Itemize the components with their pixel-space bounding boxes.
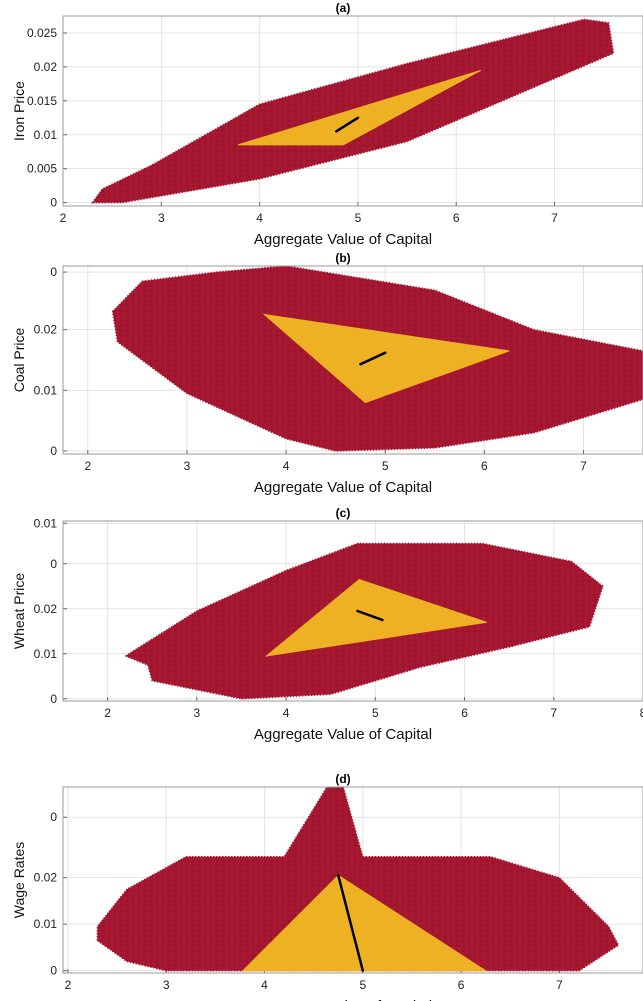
x-tick-label: 6 (481, 459, 488, 473)
y-tick-label: 0.02 (34, 871, 58, 885)
x-tick-label: 5 (355, 211, 362, 225)
x-tick-label: 7 (551, 211, 558, 225)
x-tick-label: 2 (60, 211, 67, 225)
panel-title: (c) (336, 506, 351, 520)
y-tick-label: 0 (50, 444, 57, 458)
panel-c: (c) 2 3 4 5 6 7 8 0 0.01 0.02 0 0.01 Aggregate Value … (11, 506, 643, 743)
x-tick-label: 3 (184, 459, 191, 473)
y-tick-label: 0.01 (34, 917, 58, 931)
x-tick-label: 3 (158, 211, 165, 225)
y-tick-label: 0.005 (27, 162, 57, 176)
y-tick-label: 0 (50, 810, 57, 824)
x-axis-label: Aggregate Value of Capital (254, 231, 432, 248)
x-tick-label: 3 (194, 706, 201, 720)
y-tick-label: 0 (50, 692, 57, 706)
x-tick-label: 5 (359, 978, 366, 992)
x-tick-label: 8 (640, 706, 643, 720)
y-tick-label: 0.01 (34, 516, 58, 530)
y-axis-label: Wheat Price (11, 573, 27, 649)
y-tick-label: 0 (50, 265, 57, 279)
y-axis-label: Iron Price (11, 81, 27, 141)
x-tick-label: 7 (580, 459, 587, 473)
x-tick-label: 6 (461, 706, 468, 720)
panel-title: (a) (336, 1, 351, 15)
x-tick-label: 4 (261, 978, 268, 992)
x-tick-label: 7 (550, 706, 557, 720)
y-tick-label: 0.025 (27, 26, 57, 40)
x-tick-label: 6 (458, 978, 465, 992)
y-axis-label: Wage Rates (11, 842, 27, 919)
x-axis-label: Aggregate Value of Capital (254, 726, 432, 743)
x-tick-label: 4 (256, 211, 263, 225)
data-layer (97, 785, 618, 971)
data-layer (113, 266, 643, 451)
x-tick-label: 3 (163, 978, 170, 992)
x-tick-label: 2 (84, 459, 91, 473)
x-tick-label: 6 (453, 211, 460, 225)
y-axis-label: Coal Price (11, 328, 27, 393)
x-tick-label: 4 (283, 459, 290, 473)
panel-b: (b) 2 3 4 5 6 7 0 0.01 0.02 0 Aggregate Value of Ca… (11, 251, 643, 496)
y-tick-label: 0.02 (34, 60, 58, 74)
x-tick-label: 2 (65, 978, 72, 992)
x-tick-label: 7 (556, 978, 563, 992)
y-tick-label: 0.01 (34, 128, 58, 142)
panel-title: (b) (335, 251, 350, 265)
y-tick-label: 0.015 (27, 94, 57, 108)
y-tick-label: 0 (50, 557, 57, 571)
x-tick-label: 2 (104, 706, 111, 720)
y-tick-label: 0.01 (34, 383, 58, 397)
x-tick-label: 4 (283, 706, 290, 720)
y-tick-label: 0.01 (34, 647, 58, 661)
x-tick-label: 5 (382, 459, 389, 473)
x-tick-label: 5 (372, 706, 379, 720)
panel-a: (a) 2 3 4 5 6 7 0 0.005 0.01 0.015 0.02 0.025 Aggrega… (11, 1, 643, 248)
panel-title: (d) (335, 772, 350, 786)
y-tick-label: 0.02 (34, 602, 58, 616)
y-tick-label: 0.02 (34, 323, 58, 337)
data-layer (93, 19, 614, 202)
x-axis-label: Aggregate Value of Capital (254, 479, 432, 496)
y-tick-label: 0 (50, 964, 57, 978)
y-tick-label: 0 (50, 196, 57, 210)
